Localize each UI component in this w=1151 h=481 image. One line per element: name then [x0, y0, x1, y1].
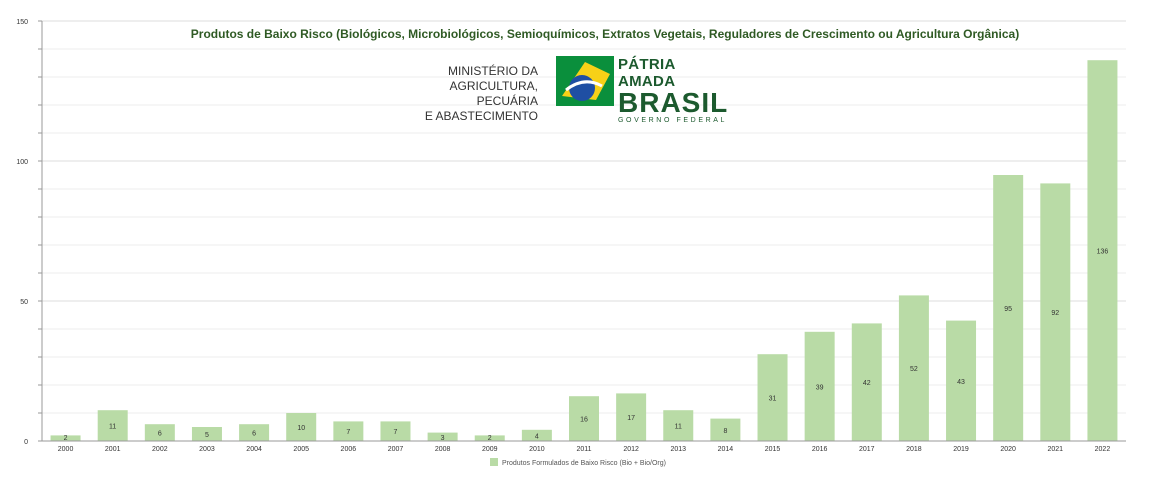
y-tick-label: 50	[20, 299, 28, 306]
bar-value-label: 7	[394, 429, 398, 436]
brand-line-1: PÁTRIA AMADA	[618, 56, 676, 90]
y-tick-label: 100	[16, 159, 28, 166]
bar	[286, 413, 317, 441]
bar	[239, 424, 270, 441]
x-tick-label: 2004	[246, 446, 262, 453]
bar-value-label: 3	[441, 435, 445, 442]
bar-value-label: 2	[64, 435, 68, 442]
bar	[1040, 183, 1071, 441]
bar	[333, 421, 364, 441]
x-tick-label: 2005	[293, 446, 309, 453]
bar	[804, 331, 835, 441]
legend-label: Produtos Formulados de Baixo Risco (Bio …	[502, 460, 666, 467]
bar-value-label: 42	[863, 380, 871, 387]
x-tick-label: 2022	[1095, 446, 1111, 453]
bar	[616, 393, 647, 441]
bar	[663, 410, 694, 441]
x-tick-label: 2007	[388, 446, 404, 453]
x-tick-label: 2011	[576, 446, 591, 453]
bar	[144, 424, 175, 441]
x-tick-label: 2021	[1048, 446, 1064, 453]
bar-value-label: 11	[675, 424, 682, 431]
bar-value-label: 4	[535, 433, 539, 440]
x-tick-label: 2019	[953, 446, 969, 453]
bar-value-label: 6	[252, 431, 256, 438]
legend: Produtos Formulados de Baixo Risco (Bio …	[490, 458, 666, 467]
bar	[191, 427, 222, 441]
bar-value-label: 95	[1004, 306, 1012, 313]
bar	[710, 418, 741, 441]
bar-value-label: 5	[205, 432, 209, 439]
bar-value-label: 7	[346, 429, 350, 436]
bar	[569, 396, 599, 441]
bar-value-label: 6	[158, 431, 162, 438]
x-tick-label: 2017	[859, 446, 875, 453]
bar	[97, 410, 128, 441]
bar	[474, 435, 505, 441]
bars: 2 11 6 5 6 10 7 7 3 2 4 16 17 11 8 31 39 42 52 43 95 92 136	[50, 60, 1118, 442]
ministry-line-3: E ABASTECIMENTO	[424, 109, 538, 123]
x-tick-label: 2015	[765, 446, 781, 453]
x-tick-label: 2000	[58, 446, 74, 453]
bar-value-label: 52	[910, 366, 918, 373]
bar-value-label: 17	[627, 415, 635, 422]
ministry-line-2: AGRICULTURA, PECUÁRIA	[449, 79, 538, 108]
bar	[993, 175, 1024, 441]
x-tick-label: 2006	[341, 446, 357, 453]
bar	[380, 421, 411, 441]
x-tick-label: 2010	[529, 446, 545, 453]
bar	[521, 429, 552, 441]
bar-value-label: 2	[488, 435, 492, 442]
bar-value-label: 8	[723, 428, 727, 435]
x-tick-label: 2018	[906, 446, 922, 453]
x-tick-label: 2020	[1000, 446, 1016, 453]
x-tick-label: 2002	[152, 446, 168, 453]
bar	[946, 320, 977, 441]
bar-value-label: 10	[297, 425, 305, 432]
x-tick-label: 2013	[670, 446, 686, 453]
x-tick-label: 2009	[482, 446, 498, 453]
x-tick-label: 2001	[105, 446, 121, 453]
axes: 0 50 100 150 2000 2001 2002 2003 2004 2005 2006 200…	[16, 19, 1126, 453]
x-tick-label: 2008	[435, 446, 451, 453]
bar-value-label: 31	[769, 396, 777, 403]
y-tick-label: 150	[16, 19, 28, 26]
bar	[851, 323, 882, 441]
x-tick-label: 2012	[623, 446, 639, 453]
bar	[1087, 60, 1118, 441]
brand-line-2: BRASIL	[618, 87, 729, 118]
bar-value-label: 92	[1051, 310, 1059, 317]
bar	[427, 432, 458, 441]
bar-value-label: 39	[816, 384, 824, 391]
brand-line-3: GOVERNO FEDERAL	[618, 117, 728, 124]
x-tick-label: 2014	[718, 446, 734, 453]
bar-value-label: 43	[957, 379, 965, 386]
bar	[898, 295, 929, 441]
ministry-line-1: MINISTÉRIO DA	[447, 64, 538, 78]
x-tick-label: 2003	[199, 446, 215, 453]
flag-icon	[556, 56, 614, 106]
bar-value-label: 136	[1097, 249, 1109, 256]
ministry-name: MINISTÉRIO DA AGRICULTURA, PECUÁRIA E AB…	[410, 64, 538, 124]
bar-value-label: 16	[580, 417, 588, 424]
legend-swatch	[490, 458, 498, 466]
y-tick-label: 0	[24, 439, 28, 446]
bar	[757, 354, 788, 441]
x-tick-label: 2016	[812, 446, 828, 453]
bar	[50, 435, 81, 441]
chart-title: Produtos de Baixo Risco (Biológicos, Mic…	[190, 27, 1020, 41]
government-logo: MINISTÉRIO DA AGRICULTURA, PECUÁRIA E AB…	[410, 56, 730, 124]
brand-text: PÁTRIA AMADA BRASIL GOVERNO FEDERAL	[618, 56, 730, 125]
bar-value-label: 11	[109, 424, 116, 431]
